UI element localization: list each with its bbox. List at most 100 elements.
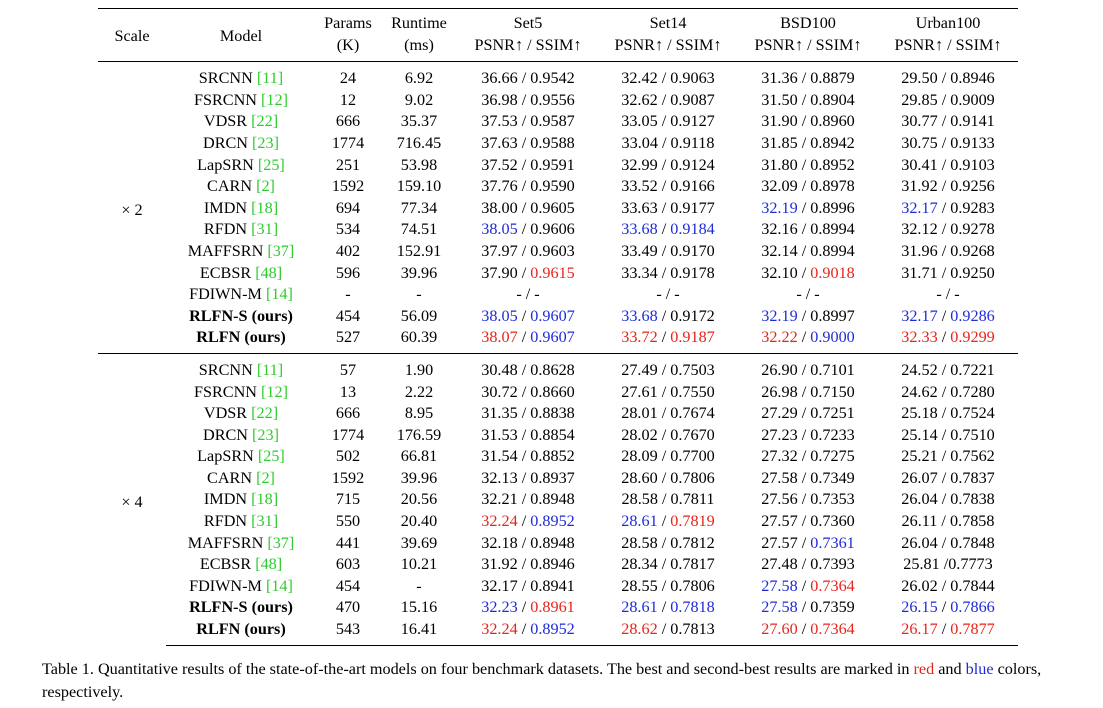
metric-separator: / bbox=[657, 155, 671, 174]
caption-blue-word: blue bbox=[965, 660, 994, 678]
table-row: CARN [2] 1592 159.10 37.76 / 0.9590 33.52 / … bbox=[98, 176, 1018, 198]
metric-cell: 27.58 / 0.7349 bbox=[738, 468, 878, 490]
metric-separator: / bbox=[517, 155, 531, 174]
metric-separator: / bbox=[937, 133, 951, 152]
citation-ref: [48] bbox=[255, 263, 283, 282]
ssim-value: 0.9588 bbox=[530, 133, 575, 152]
ssim-value: 0.8952 bbox=[530, 512, 575, 531]
params-cell: 24 bbox=[316, 61, 380, 90]
metric-cell: 33.49 / 0.9170 bbox=[598, 241, 738, 263]
metric-separator: / bbox=[657, 512, 671, 531]
citation-ref: [14] bbox=[265, 285, 293, 304]
table-row: FDIWN-M [14] 454-32.17 / 0.8941 28.55 / 0.… bbox=[98, 576, 1018, 598]
metric-separator: / bbox=[657, 447, 671, 466]
psnr-value: 28.58 bbox=[621, 490, 658, 509]
metric-cell: 28.01 / 0.7674 bbox=[598, 403, 738, 425]
ssim-value: 0.9283 bbox=[950, 198, 995, 217]
psnr-value: 27.49 bbox=[621, 360, 658, 379]
metric-cell: 28.61 / 0.7819 bbox=[598, 511, 738, 533]
metric-cell: 32.19 / 0.8996 bbox=[738, 198, 878, 220]
psnr-value: 32.17 bbox=[901, 198, 938, 217]
metric-separator: / bbox=[517, 360, 531, 379]
ssim-value: 0.9018 bbox=[810, 263, 855, 282]
model-name: RLFN (ours) bbox=[196, 620, 286, 639]
ssim-value: 0.7251 bbox=[810, 404, 855, 423]
model-cell: RLFN (ours) bbox=[166, 619, 316, 646]
ssim-value: 0.7150 bbox=[810, 382, 855, 401]
header-urban100-metric: PSNR↑ / SSIM↑ bbox=[894, 35, 1002, 54]
metric-separator: / bbox=[657, 576, 671, 595]
metric-separator: / bbox=[797, 447, 811, 466]
metric-separator: / bbox=[797, 112, 811, 131]
metric-separator: / bbox=[657, 90, 671, 109]
psnr-value: 28.02 bbox=[621, 425, 658, 444]
ssim-value: 0.9615 bbox=[530, 263, 575, 282]
ssim-value: 0.7101 bbox=[810, 360, 855, 379]
psnr-value: 26.04 bbox=[901, 533, 938, 552]
header-model: Model bbox=[219, 27, 263, 46]
metric-cell: 37.76 / 0.9590 bbox=[458, 176, 598, 198]
ssim-value: 0.8948 bbox=[530, 533, 575, 552]
metric-separator: / bbox=[517, 133, 531, 152]
table-row: RLFN-S (ours) 470 15.16 32.23 / 0.8961 28.61… bbox=[98, 597, 1018, 619]
metric-separator: / bbox=[517, 447, 531, 466]
model-cell: CARN [2] bbox=[166, 468, 316, 490]
runtime-cell: 53.98 bbox=[400, 155, 438, 174]
metric-cell: 31.36 / 0.8879 bbox=[738, 61, 878, 90]
runtime-cell: 1.90 bbox=[380, 352, 458, 382]
psnr-value: 32.12 bbox=[901, 220, 938, 239]
caption-lead: Table 1. Quantitative results of the sta… bbox=[42, 660, 914, 678]
psnr-value: 28.09 bbox=[621, 447, 658, 466]
metric-separator: / bbox=[797, 90, 811, 109]
metric-separator: / bbox=[937, 263, 951, 282]
table-row: ECBSR [48] 596 39.96 37.90 / 0.9615 33.34 / … bbox=[98, 263, 1018, 285]
metric-cell: 27.58 / 0.7359 bbox=[738, 597, 878, 619]
runtime-cell: 39.96 bbox=[400, 263, 438, 282]
model-cell: FDIWN-M [14] bbox=[166, 284, 316, 306]
metric-cell: 32.19 / 0.8997 bbox=[738, 306, 878, 328]
runtime-cell: 10.21 bbox=[400, 555, 438, 574]
metric-cell: 24.62 / 0.7280 bbox=[878, 382, 1018, 404]
runtime-cell: 66.81 bbox=[400, 447, 438, 466]
model-cell: SRCNN [11] bbox=[166, 61, 316, 90]
metric-cell: 28.62 / 0.7813 bbox=[598, 619, 738, 646]
metric-separator: / bbox=[797, 198, 811, 217]
params-cell: 534 bbox=[335, 220, 361, 239]
metric-separator: / bbox=[517, 425, 531, 444]
ssim-value: 0.9591 bbox=[530, 155, 575, 174]
model-cell: IMDN [18] bbox=[166, 489, 316, 511]
metric-separator: / bbox=[937, 360, 951, 379]
model-name: ECBSR bbox=[199, 555, 256, 574]
psnr-value: 31.54 bbox=[481, 447, 518, 466]
ssim-value: 0.8946 bbox=[950, 69, 995, 88]
header-params: Params bbox=[324, 14, 372, 32]
psnr-value: 30.75 bbox=[901, 133, 938, 152]
ssim-value: 0.8952 bbox=[810, 155, 855, 174]
ssim-value: 0.9556 bbox=[530, 90, 575, 109]
params-cell: 1592 bbox=[331, 468, 365, 487]
metric-cell: 28.61 / 0.7818 bbox=[598, 597, 738, 619]
psnr-value: 32.10 bbox=[761, 263, 798, 282]
runtime-cell: - bbox=[416, 576, 422, 595]
table-header: Scale Model Params Runtime Set5 Set14 BS… bbox=[98, 8, 1018, 62]
citation-ref: [22] bbox=[251, 404, 279, 423]
metric-separator: / bbox=[517, 576, 531, 595]
metric-cell: 25.81 /0.7773 bbox=[878, 554, 1018, 576]
ssim-value: 0.8961 bbox=[530, 598, 575, 617]
metric-separator: / bbox=[937, 425, 951, 444]
psnr-value: 30.77 bbox=[901, 112, 938, 131]
metric-cell: 32.24 / 0.8952 bbox=[458, 619, 598, 646]
citation-ref: [48] bbox=[255, 555, 283, 574]
metric-separator: / bbox=[517, 198, 531, 217]
model-cell: SRCNN [11] bbox=[166, 352, 316, 382]
metric-separator: / bbox=[657, 360, 671, 379]
ssim-value: 0.9607 bbox=[530, 328, 575, 347]
ssim-value: 0.7550 bbox=[670, 382, 715, 401]
metric-separator: / bbox=[517, 533, 531, 552]
ssim-value: 0.7858 bbox=[949, 512, 995, 531]
metric-cell: 30.72 / 0.8660 bbox=[458, 382, 598, 404]
psnr-value: 32.19 bbox=[761, 198, 798, 217]
psnr-value: 30.41 bbox=[901, 155, 938, 174]
metric-separator: / bbox=[797, 133, 811, 152]
metric-cell: 32.16 / 0.8994 bbox=[738, 219, 878, 241]
